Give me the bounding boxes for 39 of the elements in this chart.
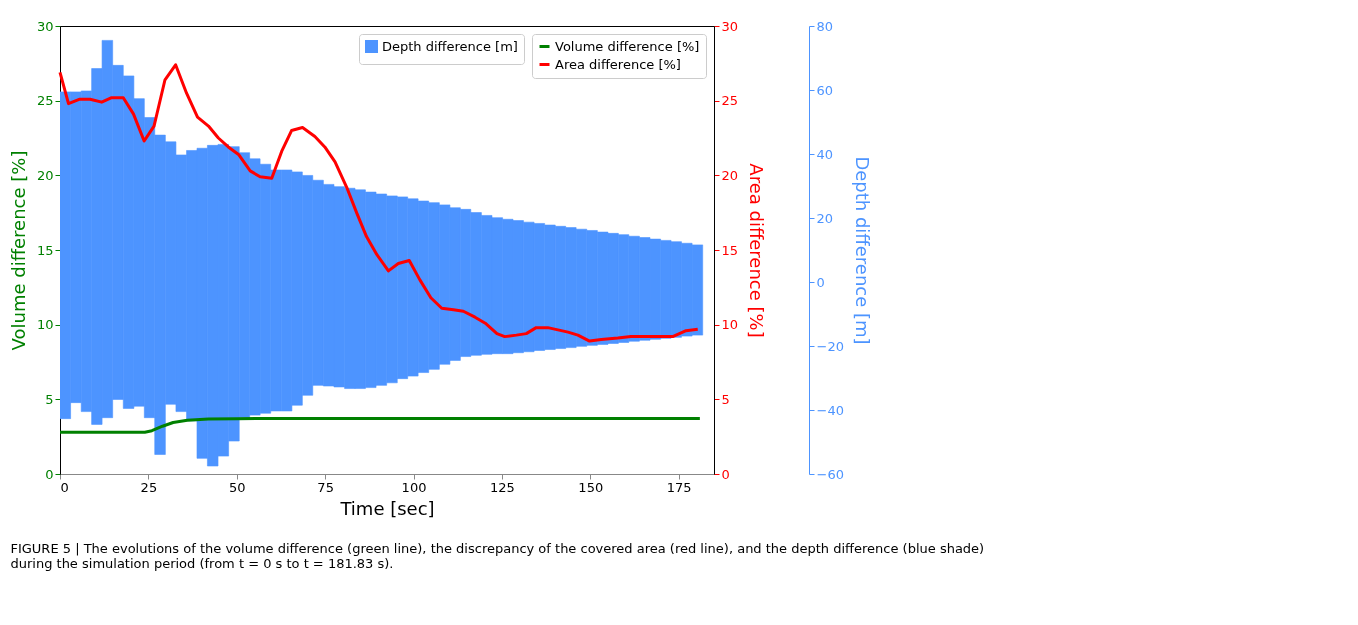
y2-tick-label: 5 <box>721 391 730 407</box>
caption: FIGURE 5 | The evolutions of the volume difference (green line), the discrepancy of the covered area (red line), and the depth difference (blue shade) during the simulation period (from t = 0 s to t = 181.83 s). <box>10 541 985 571</box>
y3-tick-label: 60 <box>816 82 834 98</box>
y-tick-label: 10 <box>36 317 54 333</box>
y-tick-label: 20 <box>36 167 54 183</box>
y3-axis-title: Depth difference [m] <box>851 156 873 345</box>
x-tick-label: 0 <box>60 479 69 495</box>
y-tick-label: 5 <box>45 391 54 407</box>
y3-tick-label: −20 <box>816 338 844 354</box>
y-axis-title: Volume difference [%] <box>7 150 29 351</box>
line-series <box>58 416 702 434</box>
x-tick-label: 75 <box>317 479 334 495</box>
y2-axis-title: Area difference [%] <box>746 163 768 338</box>
y3-tick-label: 0 <box>816 274 825 290</box>
y2-tick-label: 15 <box>721 242 739 258</box>
y3-tick-label: −40 <box>816 402 844 418</box>
legend-label: Area difference [%] <box>555 56 681 72</box>
y3-tick-label: −60 <box>816 466 844 482</box>
y-tick-label: 0 <box>45 466 54 482</box>
y-tick-label: 15 <box>36 242 54 258</box>
legend-label: Volume difference [%] <box>555 38 700 54</box>
y-tick-label: 25 <box>36 93 54 109</box>
y2-tick-label: 10 <box>721 317 739 333</box>
x-tick-label: 100 <box>401 479 427 495</box>
y3-tick-label: 80 <box>816 18 834 34</box>
x-tick-label: 50 <box>228 479 246 495</box>
x-axis-title: Time [sec] <box>339 497 435 519</box>
y2-tick-label: 20 <box>721 167 739 183</box>
x-tick-label: 125 <box>489 479 515 495</box>
legend-label: Depth difference [m] <box>382 38 518 54</box>
y3-tick-label: 20 <box>816 210 834 226</box>
y3-tick-label: 40 <box>816 146 834 162</box>
x-tick-label: 175 <box>666 479 692 495</box>
y2-tick-label: 25 <box>721 93 739 109</box>
y2-tick-label: 30 <box>721 18 739 34</box>
y-tick-label: 30 <box>36 18 54 34</box>
y2-tick-label: 0 <box>721 466 730 482</box>
x-tick-label: 150 <box>578 479 604 495</box>
x-tick-label: 25 <box>140 479 158 495</box>
